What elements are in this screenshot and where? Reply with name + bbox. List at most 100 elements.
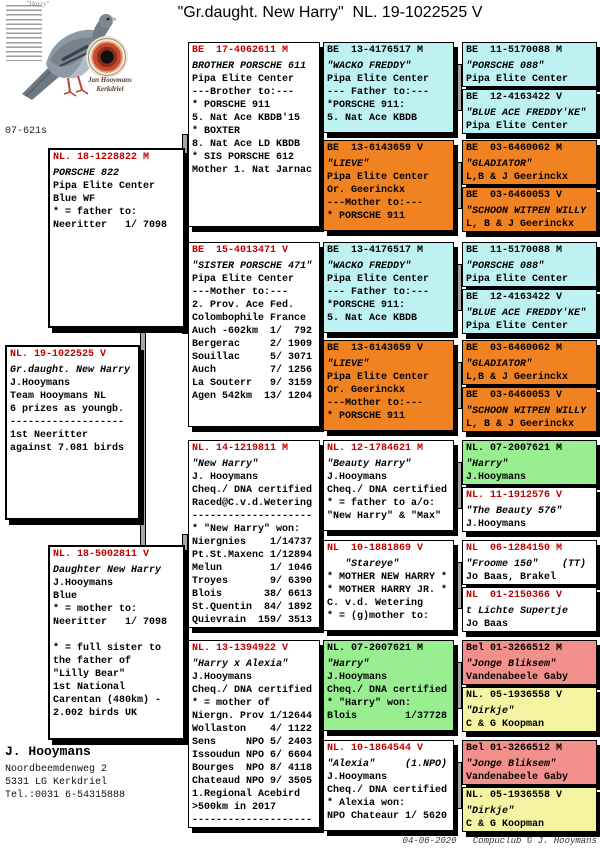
pedigree-box-be-13-6143659-b: BE 13-6143659 V "LIEVE" Pipa Elite Center O… [323, 340, 454, 431]
pedigree-line: "New Harry" & "Max" [327, 511, 442, 522]
pedigree-line: Blue [53, 591, 78, 602]
ring-number: NL. 19-1022525 V [10, 349, 107, 360]
loft-caption: Jan Hooymans Kerkdriel [78, 76, 142, 94]
ring-number: BE 15-4013471 V [192, 245, 289, 256]
pedigree-line: 1st National [53, 682, 126, 693]
pedigree-box-be-03-6460053-a: BE 03-6460053 V "SCHOON WITPEN WILLY L, B … [462, 187, 597, 232]
pedigree-line: NPO Chateaur 1/ 5620 [327, 811, 448, 822]
pedigree-line: PORSCHE 822 [53, 168, 120, 179]
pedigree-line: Vandenabeele Gaby [466, 672, 569, 683]
pedigree-line: Bergerac 2/ 1909 [192, 339, 313, 350]
pedigree-line: 8. Nat Ace LD KBDB [192, 139, 301, 150]
pedigree-line: * MOTHER NEW HARRY * [327, 572, 448, 583]
pedigree-box-be-13-4176517-a: BE 13-4176517 M "WACKO FREDDY" Pipa Elite … [323, 42, 454, 133]
pedigree-line: 1.Regional Acebird [192, 789, 301, 800]
pedigree-line: St.Quentin 84/ 1892 [192, 602, 313, 613]
connector-line [456, 662, 462, 709]
pedigree-line: Raced@C.v.d.Wetering [192, 498, 313, 509]
pedigree-line: * Alexia won: [327, 798, 406, 809]
ring-number: BE 17-4062611 M [192, 45, 289, 56]
pedigree-line: * PORSCHE 911 [327, 211, 406, 222]
pedigree-line: --- Father to:--- [327, 87, 430, 98]
pedigree-box-be-12-4163422-a: BE 12-4163422 V "BLUE ACE FREDDY'KE" Pipa … [462, 89, 597, 134]
pedigree-box-nl-12-1784621: NL. 12-1784621 M "Beauty Harry" J.Hooymans… [323, 440, 454, 531]
pedigree-line: * PORSCHE 911 [327, 411, 406, 422]
pedigree-box-nl-10-1881869: NL 10-1881869 V "Stareye" * MOTHER NEW HA… [323, 540, 454, 631]
pedigree-line: "New Harry" [192, 459, 259, 470]
connector-line [456, 64, 462, 111]
pigeon-icon [22, 14, 119, 100]
pedigree-line: "Harry x Alexia" [192, 659, 289, 670]
ring-number: BE 11-5170088 M [466, 245, 563, 256]
pedigree-line: J.Hooymans [192, 672, 253, 683]
pedigree-box-nl-11-1912576: NL. 11-1912576 V "The Beauty 576" J.Hooyma… [462, 487, 597, 532]
pedigree-line: Melun 1/ 1046 [192, 563, 313, 574]
pedigree-line: Pipa Elite Center [53, 181, 156, 192]
connector-line [456, 462, 462, 509]
result-list-decoration [6, 5, 42, 61]
pedigree-line: the father of [53, 656, 132, 667]
pedigree-line: Issoudun NPO 6/ 6604 [192, 750, 313, 761]
pedigree-line: * = full sister to [53, 643, 162, 654]
ring-number: BE 13-6143659 V [327, 343, 424, 354]
pedigree-box-nl-13-1394922: NL. 13-1394922 V "Harry x Alexia" J.Hooyma… [188, 640, 320, 828]
pedigree-line: t Lichte Supertje [466, 606, 569, 617]
pedigree-line: J.Hooymans [327, 772, 388, 783]
pedigree-line: "Jonge Bliksem" [466, 659, 557, 670]
ring-number: BE 03-6460062 M [466, 343, 563, 354]
pedigree-line: Daughter New Harry [53, 565, 162, 576]
pigeon-eye-icon [88, 38, 126, 76]
pedigree-box-be-13-4176517-b: BE 13-4176517 M "WACKO FREDDY" Pipa Elite … [323, 242, 454, 333]
pedigree-box-nl-05-1936558-a: NL. 05-1936558 V "Dirkje" C & G Koopman [462, 687, 597, 732]
pedigree-line: C. v.d. Wetering [327, 598, 424, 609]
ring-number: Bel 01-3266512 M [466, 743, 563, 754]
connector-line [456, 264, 462, 311]
ring-number: NL. 12-1784621 M [327, 443, 424, 454]
pedigree-line: 6 prizes as youngb. [10, 404, 125, 415]
footer-date: 04-06-2020 [402, 836, 457, 846]
pedigree-line: ---Mother to:--- [327, 198, 424, 209]
pedigree-line: Pipa Elite Center [466, 121, 569, 132]
connector-line [456, 362, 462, 409]
footer-spacer [457, 836, 473, 846]
pedigree-line: J.Hooymans [10, 378, 71, 389]
pedigree-line: Pt.St.Maxenc 1/12894 [192, 550, 313, 561]
ring-number: NL. 05-1936558 V [466, 790, 563, 801]
pedigree-line: Pipa Elite Center [327, 274, 430, 285]
pedigree-line: "Beauty Harry" [327, 459, 412, 470]
pedigree-line: Cheq./ DNA certified [192, 485, 313, 496]
pedigree-box-nl-07-2007621-a: NL. 07-2007621 M "Harry" J.Hooymans Cheq./ … [323, 640, 454, 731]
pedigree-line: Colombophile France [192, 313, 307, 324]
ring-number: BE 03-6460053 V [466, 190, 563, 201]
pedigree-line: * "Harry" won: [327, 698, 412, 709]
pedigree-line: * = father to a/o: [327, 498, 436, 509]
pedigree-line: *PORSCHE 911: [327, 300, 406, 311]
pedigree-line: Pipa Elite Center [466, 74, 569, 85]
pedigree-line: against 7.081 birds [10, 443, 125, 454]
pedigree-box-bel-01-3266512-a: Bel 01-3266512 M "Jonge Bliksem" Vandenabe… [462, 640, 597, 685]
pedigree-line: "Lilly Bear" [53, 669, 126, 680]
pedigree-line: *PORSCHE 911: [327, 100, 406, 111]
pedigree-line: "GLADIATOR" [466, 359, 533, 370]
pedigree-line: Blue WF [53, 194, 96, 205]
pedigree-line: "GLADIATOR" [466, 159, 533, 170]
pedigree-box-nl-18-1228822: NL. 18-1228822 M PORSCHE 822 Pipa Elite Ce… [48, 148, 185, 328]
pedigree-line: J.Hooymans [466, 472, 527, 483]
page-title: "Gr.daught. New Harry" NL. 19-1022525 V [177, 4, 483, 21]
pedigree-line: 5. Nat Ace KBDB'15 [192, 113, 301, 124]
pedigree-line: "SCHOON WITPEN WILLY [466, 206, 587, 217]
pedigree-line: 1st Neeritter [10, 430, 89, 441]
pedigree-line: La Souterr 9/ 3159 [192, 378, 313, 389]
pedigree-line: Jo Baas [466, 619, 509, 630]
ring-number: NL. 05-1936558 V [466, 690, 563, 701]
ring-number: NL. 07-2007621 M [327, 643, 424, 654]
pedigree-line: "Jonge Bliksem" [466, 759, 557, 770]
ring-number: BE 13-6143659 V [327, 143, 424, 154]
pedigree-line: "LIEVE" [327, 359, 370, 370]
loft-caption-line2: Kerkdriel [96, 85, 124, 93]
ring-number: NL. 14-1219811 M [192, 443, 289, 454]
owner-address-city: 5331 LG Kerkdriel [5, 777, 108, 788]
pedigree-line: ---Mother to:--- [192, 287, 289, 298]
pigeon-photo [16, 2, 119, 112]
pedigree-line: Carentan (480km) - [53, 695, 162, 706]
